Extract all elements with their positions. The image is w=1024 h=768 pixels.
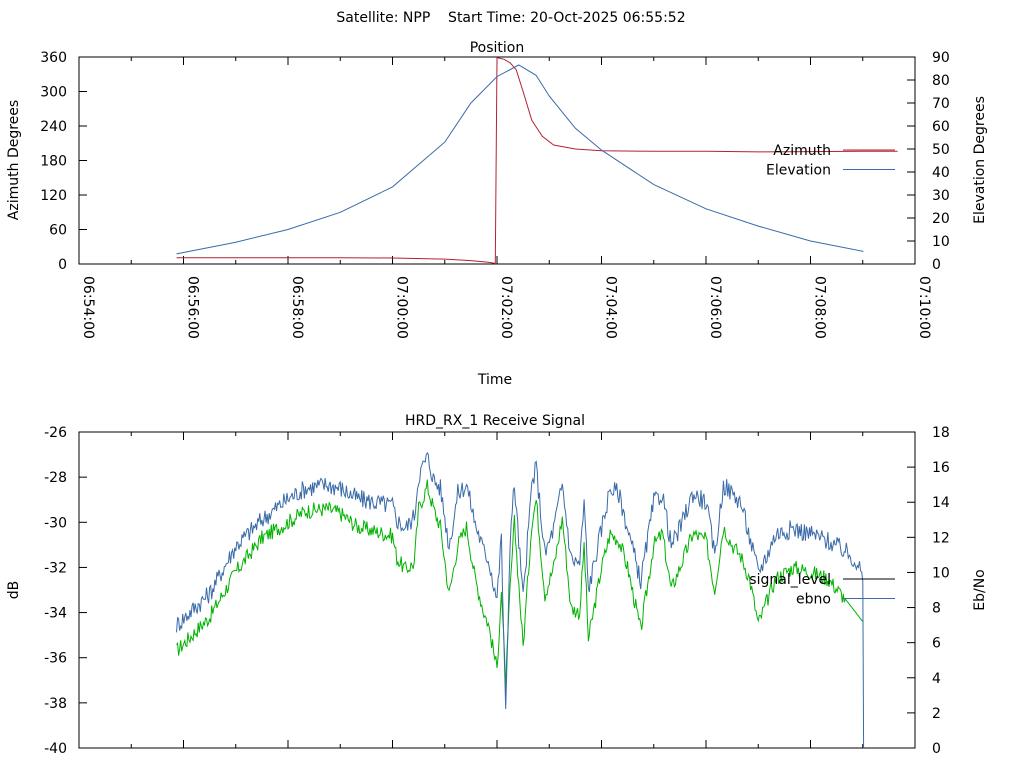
y2-tick-label: 20 bbox=[932, 211, 950, 227]
legend-label: signal_level bbox=[749, 572, 831, 588]
y-tick-label: 60 bbox=[49, 223, 67, 239]
y2-tick-label: 16 bbox=[932, 460, 950, 476]
y-tick-label: 240 bbox=[40, 119, 67, 135]
y-tick-label: -40 bbox=[44, 741, 67, 757]
y-tick-label: 120 bbox=[40, 188, 67, 204]
elevation-axis-label: Elevation Degrees bbox=[972, 96, 988, 224]
x-tick-label: 07:08:00 bbox=[812, 276, 828, 339]
y-tick-label: -28 bbox=[44, 470, 67, 486]
y-tick-label: 180 bbox=[40, 154, 67, 170]
y2-tick-label: 14 bbox=[932, 495, 950, 511]
y2-tick-label: 2 bbox=[932, 706, 941, 722]
y2-tick-label: 10 bbox=[932, 234, 950, 250]
series-line-ebno bbox=[176, 451, 865, 749]
y2-tick-label: 30 bbox=[932, 188, 950, 204]
y2-tick-label: 50 bbox=[932, 142, 950, 158]
series-line-elevation bbox=[176, 64, 864, 255]
y2-tick-label: 70 bbox=[932, 96, 950, 112]
y-tick-label: -36 bbox=[44, 651, 67, 667]
x-tick-label: 07:02:00 bbox=[498, 276, 514, 339]
y2-tick-label: 90 bbox=[932, 50, 950, 66]
y-tick-label: -32 bbox=[44, 560, 67, 576]
x-tick-label: 07:00:00 bbox=[394, 276, 410, 339]
y-tick-label: 300 bbox=[40, 85, 67, 101]
y-tick-label: -26 bbox=[44, 425, 67, 441]
y2-tick-label: 0 bbox=[932, 257, 941, 273]
y2-tick-label: 8 bbox=[932, 601, 941, 617]
x-tick-label: 06:56:00 bbox=[185, 276, 201, 339]
legend-label: Elevation bbox=[766, 163, 831, 179]
position-chart-title: Position bbox=[470, 40, 525, 56]
y2-tick-label: 12 bbox=[932, 530, 950, 546]
y-tick-label: -30 bbox=[44, 515, 67, 531]
y2-tick-label: 4 bbox=[932, 671, 941, 687]
legend-label: ebno bbox=[796, 592, 831, 608]
position-chart: Position Azimuth Degrees Elevation Degre… bbox=[6, 40, 988, 388]
x-tick-label: 06:58:00 bbox=[289, 276, 305, 339]
azimuth-axis-label: Azimuth Degrees bbox=[6, 100, 22, 220]
series-line-signal-level bbox=[176, 479, 864, 691]
y2-tick-label: 80 bbox=[932, 73, 950, 89]
db-axis-label: dB bbox=[6, 581, 22, 600]
x-tick-label: 07:04:00 bbox=[603, 276, 619, 339]
x-tick-label: 06:54:00 bbox=[80, 276, 96, 339]
y2-tick-label: 10 bbox=[932, 565, 950, 581]
receive-signal-chart-title: HRD_RX_1 Receive Signal bbox=[405, 413, 585, 429]
figure-title: Satellite: NPP Start Time: 20-Oct-2025 0… bbox=[336, 10, 685, 26]
legend-label: Azimuth bbox=[773, 143, 831, 159]
y-tick-label: 0 bbox=[58, 257, 67, 273]
y-tick-label: -34 bbox=[44, 606, 67, 622]
y2-tick-label: 60 bbox=[932, 119, 950, 135]
x-tick-label: 07:10:00 bbox=[916, 276, 932, 339]
y2-tick-label: 18 bbox=[932, 425, 950, 441]
ebno-axis-label: Eb/No bbox=[972, 569, 988, 611]
series-line-azimuth bbox=[176, 56, 898, 264]
y2-tick-label: 0 bbox=[932, 741, 941, 757]
receive-signal-chart: HRD_RX_1 Receive Signal dB Eb/No -26 -28 -… bbox=[6, 413, 988, 757]
y-tick-label: 360 bbox=[40, 50, 67, 66]
y-tick-label: -38 bbox=[44, 696, 67, 712]
x-tick-label: 07:06:00 bbox=[707, 276, 723, 339]
time-axis-label: Time bbox=[477, 372, 512, 388]
y2-tick-label: 6 bbox=[932, 636, 941, 652]
y2-tick-label: 40 bbox=[932, 165, 950, 181]
